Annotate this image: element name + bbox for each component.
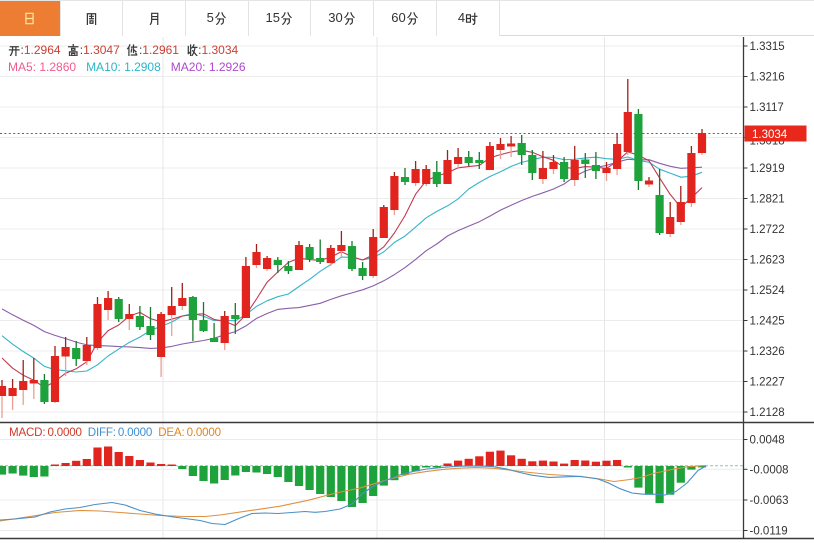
svg-text:1.3216: 1.3216 — [750, 72, 785, 84]
svg-text:1.2128: 1.2128 — [750, 407, 785, 419]
svg-text:1.2722: 1.2722 — [750, 224, 785, 236]
svg-text:-0.0119: -0.0119 — [750, 526, 788, 538]
svg-text:1.2821: 1.2821 — [750, 194, 785, 206]
svg-text:1.2326: 1.2326 — [750, 346, 785, 358]
svg-text:1.3117: 1.3117 — [750, 102, 784, 114]
svg-text:-0.0063: -0.0063 — [750, 495, 789, 507]
svg-text:1.2524: 1.2524 — [750, 285, 786, 297]
svg-text:1.2623: 1.2623 — [750, 255, 785, 267]
svg-text:1.3034: 1.3034 — [752, 129, 788, 141]
svg-text:1.2919: 1.2919 — [750, 163, 785, 175]
svg-text:1.2227: 1.2227 — [750, 377, 785, 389]
svg-text:1.3315: 1.3315 — [750, 41, 785, 53]
svg-text:0.0048: 0.0048 — [750, 435, 785, 447]
svg-text:-0.0008: -0.0008 — [750, 464, 789, 476]
svg-text:1.2425: 1.2425 — [750, 316, 785, 328]
